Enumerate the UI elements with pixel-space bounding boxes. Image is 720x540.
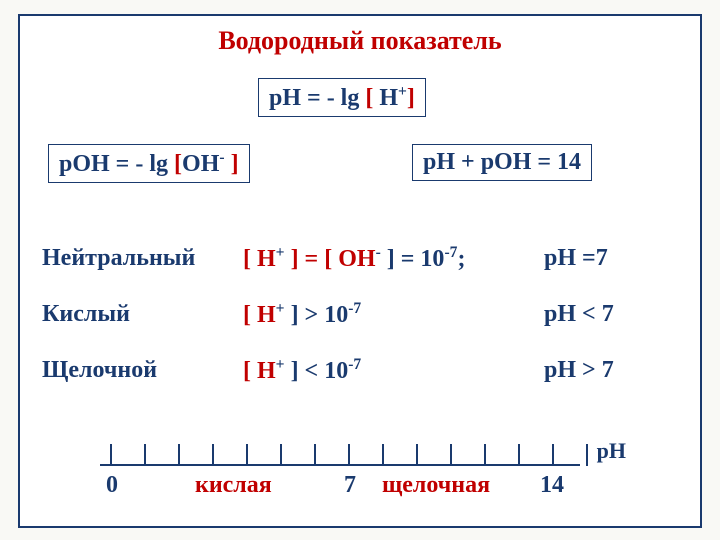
ph-def-rbracket: ] bbox=[407, 85, 415, 111]
scale-mark: щелочная bbox=[382, 472, 490, 499]
scale-labels: 0 кислая 7 щелочная 14 bbox=[100, 472, 620, 502]
formula-ph-def: рН = - lg [ Н+] bbox=[258, 78, 426, 117]
row-mid: [ Н+ ] > 10-7 bbox=[243, 300, 538, 328]
poh-def-lbracket: [ bbox=[174, 151, 182, 177]
axis-tick bbox=[416, 444, 418, 466]
mid-seg: [ Н bbox=[243, 246, 276, 272]
scale-mark: кислая bbox=[195, 472, 272, 499]
poh-def-species: ОН bbox=[182, 151, 219, 177]
slide-canvas: Водородный показатель рН = - lg [ Н+] рО… bbox=[18, 14, 702, 528]
mid-seg: ] = [ ОН bbox=[285, 246, 376, 272]
axis-tick bbox=[382, 444, 384, 466]
scale-mark: 14 bbox=[540, 472, 564, 499]
axis-tick bbox=[314, 444, 316, 466]
row-mid: [ Н+ ] < 10-7 bbox=[243, 356, 538, 384]
axis-baseline bbox=[100, 464, 580, 466]
row-tail: рН < 7 bbox=[544, 301, 664, 327]
row-acidic: Кислый [ Н+ ] > 10-7 рН < 7 bbox=[42, 300, 678, 329]
formula-poh-def: рОН = - lg [ОН- ] bbox=[48, 144, 250, 183]
mid-sup: -7 bbox=[348, 356, 361, 373]
axis-tick bbox=[246, 444, 248, 466]
ph-scale: рН 0 кислая 7 щелочная 14 bbox=[100, 438, 620, 502]
row-mid: [ Н+ ] = [ ОН- ] = 10-7; bbox=[243, 244, 538, 272]
row-label: Нейтральный bbox=[42, 245, 237, 271]
poh-def-prefix: рОН = - lg bbox=[59, 151, 174, 177]
axis-tick bbox=[212, 444, 214, 466]
row-tail: рН > 7 bbox=[544, 357, 664, 383]
title-text: Водородный показатель bbox=[218, 26, 501, 55]
mid-seg: [ Н bbox=[243, 302, 276, 328]
mid-seg: ; bbox=[457, 246, 465, 272]
sum-text: рН + рОН = 14 bbox=[423, 149, 581, 175]
mid-seg: [ Н bbox=[243, 358, 276, 384]
axis-tick bbox=[552, 444, 554, 466]
scale-mark: 7 bbox=[344, 472, 356, 499]
row-tail: рН =7 bbox=[544, 245, 664, 271]
ph-def-prefix: рН = - lg bbox=[269, 85, 365, 111]
ph-def-species: Н bbox=[373, 85, 398, 111]
row-label: Щелочной bbox=[42, 357, 237, 383]
mid-sup: + bbox=[276, 244, 285, 261]
axis-tick bbox=[518, 444, 520, 466]
mid-seg: ] > 10 bbox=[285, 302, 349, 328]
ph-def-sup: + bbox=[398, 83, 407, 100]
axis-tick bbox=[586, 444, 588, 466]
axis-tick bbox=[484, 444, 486, 466]
axis-tick bbox=[450, 444, 452, 466]
mid-sup: -7 bbox=[444, 244, 457, 261]
poh-def-rbracket: ] bbox=[225, 151, 239, 177]
scale-mark: 0 bbox=[106, 472, 118, 499]
ph-axis: рН bbox=[100, 438, 620, 466]
axis-tick bbox=[348, 444, 350, 466]
formula-sum: рН + рОН = 14 bbox=[412, 144, 592, 181]
mid-sup: + bbox=[276, 356, 285, 373]
mid-sup: -7 bbox=[348, 300, 361, 317]
row-alkaline: Щелочной [ Н+ ] < 10-7 рН > 7 bbox=[42, 356, 678, 385]
axis-tick bbox=[178, 444, 180, 466]
axis-tick bbox=[110, 444, 112, 466]
mid-seg: ] = 10 bbox=[381, 246, 445, 272]
axis-label: рН bbox=[597, 438, 626, 464]
slide-title: Водородный показатель bbox=[20, 16, 700, 56]
row-neutral: Нейтральный [ Н+ ] = [ ОН- ] = 10-7; рН … bbox=[42, 244, 678, 273]
row-label: Кислый bbox=[42, 301, 237, 327]
mid-sup: + bbox=[276, 300, 285, 317]
mid-seg: ] < 10 bbox=[285, 358, 349, 384]
axis-tick bbox=[144, 444, 146, 466]
axis-tick bbox=[280, 444, 282, 466]
